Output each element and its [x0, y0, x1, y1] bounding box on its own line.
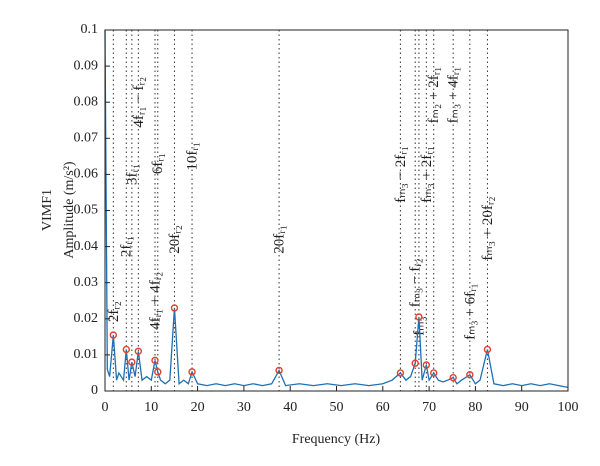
y-axis-label: VIMF1: [40, 189, 55, 231]
annotation: 4fᵣ₁ + 4fᵣ₂: [147, 272, 163, 330]
annotation: 6fᵣ₁: [150, 153, 166, 174]
annotation: fₘ₃ + 20fᵣ₂: [480, 196, 496, 260]
x-tick-label: 50: [330, 400, 344, 415]
peak-marker: [128, 358, 136, 366]
peak-marker: [134, 347, 143, 355]
y-tick-label: 0.07: [74, 131, 99, 146]
x-tick-label: 70: [422, 400, 436, 415]
peak-marker: [109, 331, 118, 339]
annotation: fₘ₃ + 6fᵣ₁: [462, 283, 478, 340]
peak-marker: [430, 369, 438, 377]
spectrum-line: [104, 29, 569, 389]
y-tick-label: 0: [91, 383, 98, 398]
peak-marker: [275, 366, 283, 375]
peak-marker: [415, 313, 423, 321]
y-tick-label: 0.03: [74, 275, 99, 290]
annotation: fₘ₃ + 4fᵣ₁: [446, 67, 462, 124]
peak-marker: [170, 304, 179, 312]
y-tick-label: 0.1: [81, 22, 99, 37]
y-tick-label: 0.08: [74, 94, 99, 109]
annotation: 4fᵣ₁ − fᵣ₂: [131, 77, 147, 128]
peak-marker: [396, 369, 405, 377]
peak-marker: [154, 368, 162, 376]
annotation: fₘ₃ − fᵣ₂: [408, 258, 424, 307]
peak-marker: [422, 361, 431, 369]
annotation: fₘ₂ + 2fᵣ₁: [426, 67, 442, 124]
peak-marker: [466, 371, 474, 379]
peak-marker: [188, 368, 196, 376]
x-tick-label: 80: [468, 400, 482, 415]
peak-marker: [411, 359, 419, 367]
annotation: fₘ₃ + 2fᵣ₁: [419, 146, 435, 203]
annotation: 3fᵣ₁: [124, 164, 140, 185]
peak-marker: [483, 345, 492, 354]
y-tick-label: 0.09: [74, 58, 99, 73]
y-tick-label: 0.02: [74, 311, 99, 326]
annotation: 20fᵣ₂: [167, 225, 183, 254]
annotation: fₘ₃ − 2fᵣ₁: [393, 146, 409, 203]
x-tick-label: 0: [102, 400, 109, 415]
x-tick-label: 20: [191, 400, 205, 415]
peak-marker: [151, 356, 159, 365]
x-tick-label: 30: [237, 400, 251, 415]
x-tick-label: 60: [376, 400, 390, 415]
annotation: 20fᵣ₁: [272, 225, 288, 254]
y-axis-label: Amplitude (m/s²): [62, 161, 77, 258]
x-axis-label: Frequency (Hz): [292, 432, 381, 447]
x-tick-label: 40: [283, 400, 297, 415]
annotation: 2fᵣ₁: [119, 236, 135, 257]
annotation: 2fᵣ₂: [106, 301, 122, 322]
y-tick-label: 0.01: [74, 347, 99, 362]
x-tick-label: 100: [558, 400, 579, 415]
x-tick-label: 10: [144, 400, 158, 415]
y-tick-label: 0.04: [74, 239, 99, 254]
y-tick-label: 0.05: [74, 203, 99, 218]
x-tick-label: 90: [515, 400, 529, 415]
y-tick-label: 0.06: [74, 167, 99, 182]
peak-marker: [122, 345, 130, 354]
peak-marker: [449, 373, 457, 382]
annotation: 10fᵣ₁: [184, 142, 200, 171]
